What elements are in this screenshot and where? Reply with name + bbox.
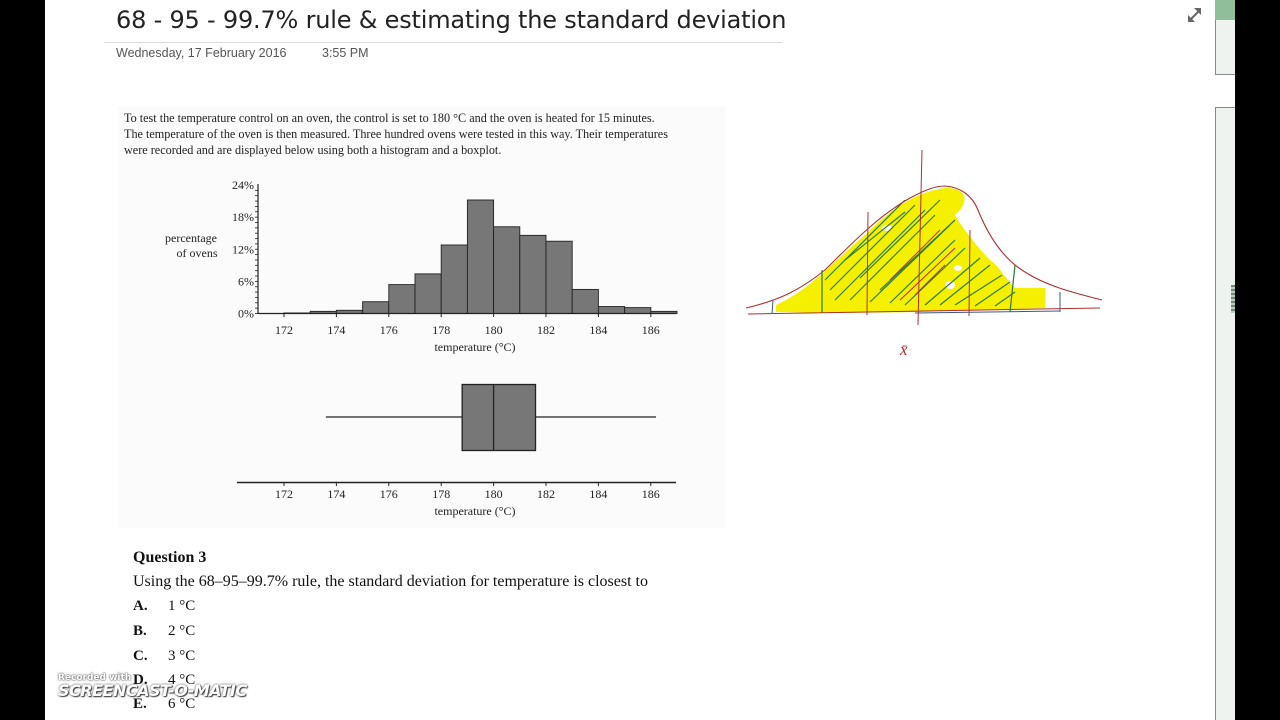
x-tick-label: 178 — [432, 323, 450, 337]
bell-curve — [745, 185, 1103, 309]
baseline — [747, 307, 1101, 315]
left-letterbox — [0, 0, 45, 720]
x-bar-label: x̄ — [899, 340, 908, 359]
y-axis-label-line2: of ovens — [177, 246, 218, 260]
x-ticks: 172 174 176 178 180 182 184 186 — [275, 313, 660, 337]
x-tick-label: 172 — [275, 323, 293, 337]
x-tick-label: 186 — [642, 323, 660, 337]
x-tick-label: 186 — [642, 487, 660, 501]
right-letterbox — [1235, 0, 1280, 720]
histogram-bar — [545, 240, 573, 314]
yellow-highlight — [776, 187, 1045, 313]
green-hatching — [824, 199, 1016, 307]
intro-line: The temperature of the oven is then meas… — [124, 127, 668, 141]
ink-normal-curve-sketch: x̄ — [745, 149, 1103, 359]
option-value: 6 °C — [168, 696, 196, 712]
watermark-line1: Recorded with — [58, 673, 132, 683]
histogram-bars — [283, 199, 678, 314]
intro-paragraph: To test the temperature control on an ov… — [124, 110, 724, 158]
screencast-watermark: Recorded with SCREENCAST-O-MATIC — [58, 673, 247, 700]
x-tick-label: 180 — [485, 323, 503, 337]
option-c: C. 3 °C — [133, 648, 195, 665]
intro-line: were recorded and are displayed below us… — [124, 143, 502, 157]
option-letter: A. — [133, 598, 148, 614]
red-hatching — [889, 229, 956, 301]
boxplot-x-axis-label: temperature (°C) — [434, 504, 515, 518]
exam-clipping — [118, 106, 726, 528]
x-tick-label: 176 — [380, 323, 398, 337]
option-b: B. 2 °C — [133, 623, 195, 640]
question-block: Question 3 Using the 68–95–99.7% rule, t… — [133, 548, 648, 712]
option-value: 3 °C — [168, 648, 196, 664]
boxplot-shape — [325, 383, 657, 452]
option-value: 1 °C — [168, 598, 196, 614]
histogram-bar — [571, 288, 599, 314]
x-tick-label: 180 — [485, 487, 503, 501]
option-letter: E. — [133, 696, 147, 712]
option-value: 4 °C — [168, 672, 196, 688]
y-axis-label-line1: percentage — [165, 231, 217, 245]
y-tick-label: 0% — [238, 307, 254, 321]
x-tick-label: 184 — [589, 487, 607, 501]
option-letter: C. — [133, 648, 148, 664]
page-list-pane[interactable] — [1215, 107, 1235, 720]
y-tick-label: 24% — [232, 178, 254, 192]
option-d: D. 4 °C — [133, 672, 195, 689]
x-tick-label: 174 — [327, 487, 345, 501]
option-e: E. 6 °C — [133, 696, 195, 713]
notebook-pane-section[interactable] — [1215, 20, 1235, 75]
histogram-bar — [519, 234, 547, 314]
mean-line — [917, 149, 923, 326]
page-title[interactable]: 68 - 95 - 99.7% rule & estimating the st… — [116, 6, 787, 34]
option-a: A. 1 °C — [133, 598, 195, 615]
x-axis-label: temperature (°C) — [434, 340, 515, 354]
title-divider — [104, 42, 782, 43]
x-tick-label: 178 — [432, 487, 450, 501]
x-tick-label: 184 — [589, 323, 607, 337]
option-value: 2 °C — [168, 623, 196, 639]
notebook-pane-tab[interactable] — [1215, 0, 1235, 20]
y-tick-label: 12% — [232, 242, 254, 256]
question-text: Using the 68–95–99.7% rule, the standard… — [133, 573, 648, 590]
histogram-bar — [493, 226, 521, 314]
y-ticks: 0% 6% 12% 18% 24% — [232, 178, 258, 321]
box — [461, 383, 537, 452]
page-time: 3:55 PM — [322, 46, 369, 60]
expand-icon[interactable] — [1186, 6, 1204, 24]
x-tick-label: 182 — [537, 487, 555, 501]
option-letter: B. — [133, 623, 147, 639]
x-tick-label: 176 — [380, 487, 398, 501]
intro-line: To test the temperature control on an ov… — [124, 111, 655, 125]
option-letter: D. — [133, 672, 148, 688]
x-tick-label: 174 — [327, 323, 345, 337]
histogram-bar — [414, 273, 442, 314]
y-tick-label: 6% — [238, 274, 254, 288]
y-tick-label: 18% — [232, 210, 254, 224]
boxplot-x-ticks: 172 174 176 178 180 182 184 186 — [275, 482, 660, 501]
histogram-bar — [388, 284, 416, 314]
watermark-line2: SCREENCAST-O-MATIC — [58, 681, 247, 700]
x-tick-label: 172 — [275, 487, 293, 501]
histogram-bar — [466, 199, 495, 314]
question-title: Question 3 — [133, 549, 207, 566]
x-tick-label: 182 — [537, 323, 555, 337]
page-date: Wednesday, 17 February 2016 — [116, 46, 287, 60]
page-list-marker — [1231, 285, 1235, 313]
